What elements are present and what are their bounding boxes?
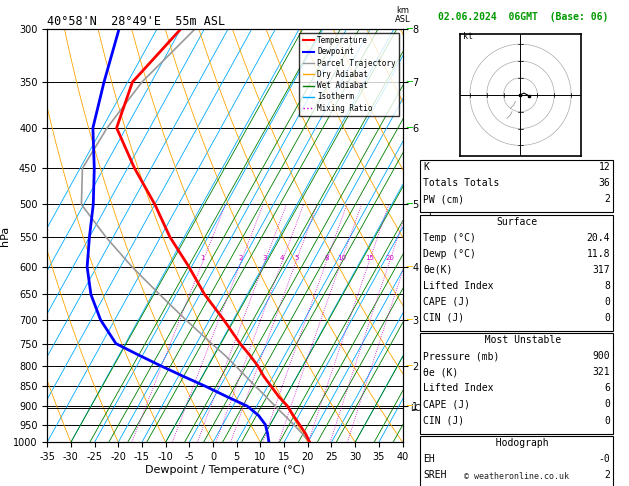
Text: 8: 8 (604, 281, 610, 291)
Text: 2: 2 (604, 194, 610, 205)
Text: PW (cm): PW (cm) (423, 194, 464, 205)
Text: 02.06.2024  06GMT  (Base: 06): 02.06.2024 06GMT (Base: 06) (438, 12, 609, 22)
Text: 11.8: 11.8 (587, 249, 610, 259)
Text: ─: ─ (406, 262, 411, 272)
Text: kt: kt (463, 32, 473, 41)
Text: ─: ─ (406, 77, 411, 87)
Text: ─: ─ (406, 401, 411, 411)
Text: 3: 3 (263, 255, 267, 261)
Text: ─: ─ (406, 77, 411, 87)
Text: 6: 6 (604, 383, 610, 394)
Text: Dewp (°C): Dewp (°C) (423, 249, 476, 259)
Text: LCL: LCL (409, 403, 425, 413)
Text: ─: ─ (406, 199, 411, 209)
Text: Hodograph: Hodograph (484, 438, 549, 448)
Text: 1: 1 (201, 255, 205, 261)
Text: ─: ─ (406, 361, 411, 371)
Text: CIN (J): CIN (J) (423, 416, 464, 426)
Text: 10: 10 (337, 255, 346, 261)
Text: 0: 0 (604, 416, 610, 426)
X-axis label: Dewpoint / Temperature (°C): Dewpoint / Temperature (°C) (145, 465, 305, 475)
Text: ─: ─ (406, 315, 411, 325)
Y-axis label: Mixing Ratio (g/kg): Mixing Ratio (g/kg) (423, 190, 432, 282)
Text: ─: ─ (406, 262, 411, 272)
Text: Lifted Index: Lifted Index (423, 383, 494, 394)
Text: 40°58'N  28°49'E  55m ASL: 40°58'N 28°49'E 55m ASL (47, 15, 225, 28)
Text: © weatheronline.co.uk: © weatheronline.co.uk (464, 472, 569, 481)
Text: CAPE (J): CAPE (J) (423, 297, 470, 307)
Text: Surface: Surface (496, 217, 537, 227)
Text: 0: 0 (604, 297, 610, 307)
Text: 5: 5 (294, 255, 298, 261)
Text: θe(K): θe(K) (423, 265, 453, 275)
Text: ─: ─ (406, 123, 411, 133)
Text: Most Unstable: Most Unstable (472, 335, 561, 346)
Text: ─: ─ (406, 401, 411, 411)
Text: 317: 317 (593, 265, 610, 275)
Text: CIN (J): CIN (J) (423, 313, 464, 323)
Text: ─: ─ (406, 24, 411, 34)
Text: ─: ─ (406, 199, 411, 209)
Text: ─: ─ (406, 24, 411, 34)
Text: 12: 12 (598, 162, 610, 173)
Text: km
ASL: km ASL (395, 6, 410, 24)
Text: -0: -0 (598, 454, 610, 464)
Text: 2: 2 (604, 470, 610, 480)
Text: ─: ─ (406, 361, 411, 371)
Text: 2: 2 (239, 255, 243, 261)
Text: ─: ─ (406, 315, 411, 325)
Text: Pressure (mb): Pressure (mb) (423, 351, 499, 362)
Text: CAPE (J): CAPE (J) (423, 399, 470, 410)
Text: 20: 20 (385, 255, 394, 261)
Text: Lifted Index: Lifted Index (423, 281, 494, 291)
Text: EH: EH (423, 454, 435, 464)
Text: 321: 321 (593, 367, 610, 378)
Text: 8: 8 (324, 255, 329, 261)
Text: 0: 0 (604, 399, 610, 410)
Legend: Temperature, Dewpoint, Parcel Trajectory, Dry Adiabat, Wet Adiabat, Isotherm, Mi: Temperature, Dewpoint, Parcel Trajectory… (299, 33, 399, 116)
Text: θe (K): θe (K) (423, 367, 459, 378)
Text: 4: 4 (280, 255, 284, 261)
Text: 0: 0 (604, 313, 610, 323)
Text: 20.4: 20.4 (587, 233, 610, 243)
Text: SREH: SREH (423, 470, 447, 480)
Text: K: K (423, 162, 429, 173)
Text: Totals Totals: Totals Totals (423, 178, 499, 189)
Text: 36: 36 (598, 178, 610, 189)
Y-axis label: hPa: hPa (0, 226, 10, 246)
Text: 900: 900 (593, 351, 610, 362)
Text: 15: 15 (365, 255, 374, 261)
Text: Temp (°C): Temp (°C) (423, 233, 476, 243)
Text: ─: ─ (406, 123, 411, 133)
